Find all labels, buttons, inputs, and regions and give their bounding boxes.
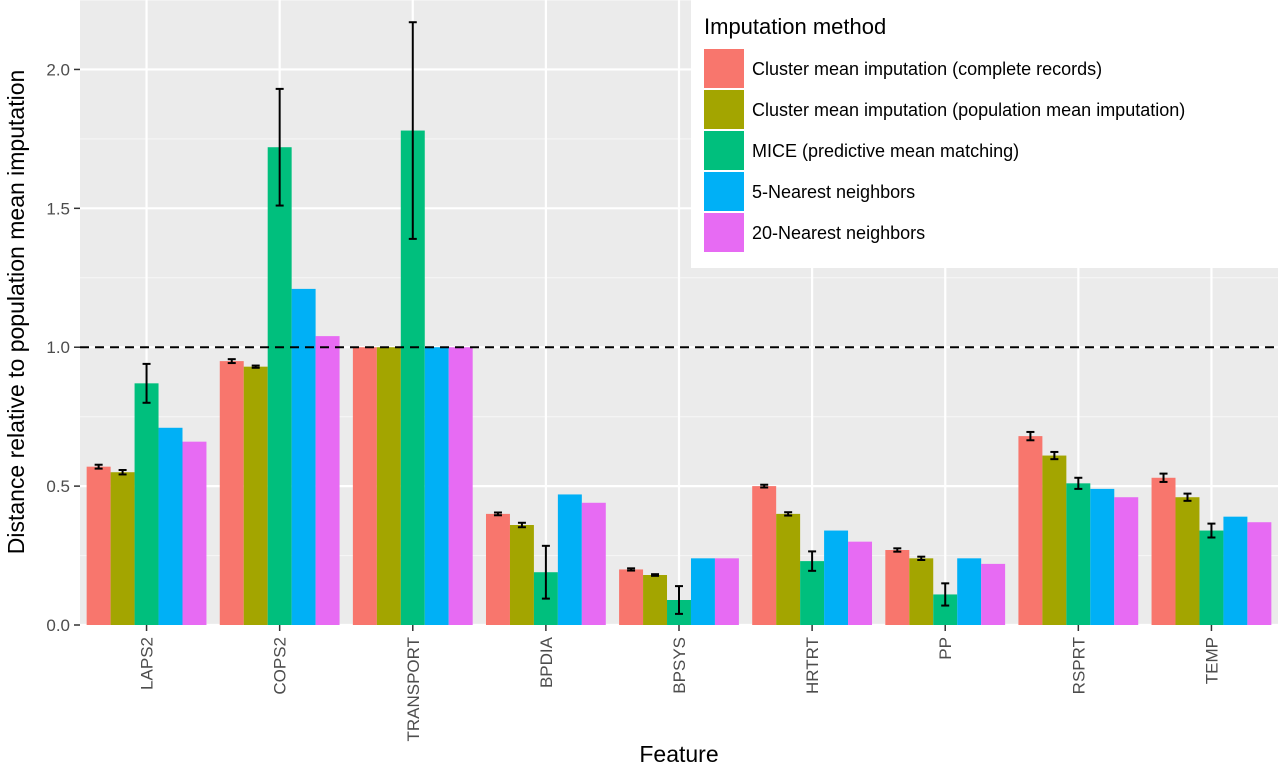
bar: [376, 347, 401, 625]
x-tick-label: BPDIA: [537, 636, 556, 688]
bar: [690, 558, 715, 625]
legend-title: Imputation method: [704, 14, 886, 39]
bar: [1175, 497, 1200, 625]
bar: [1066, 483, 1091, 625]
bar: [267, 147, 292, 625]
bar: [509, 525, 534, 625]
bar: [848, 541, 873, 625]
legend-swatch: [704, 131, 744, 170]
x-tick-label: TEMP: [1202, 637, 1221, 684]
y-tick-label: 1.0: [46, 338, 70, 357]
x-axis-label: Feature: [639, 741, 718, 767]
bar: [315, 336, 340, 625]
x-tick-label: LAPS2: [138, 637, 157, 690]
bar: [933, 594, 958, 625]
legend-swatch: [704, 172, 744, 211]
y-tick-label: 0.0: [46, 616, 70, 635]
bar: [981, 563, 1006, 625]
x-tick-label: COPS2: [271, 637, 290, 695]
bar: [485, 513, 510, 625]
bar: [424, 347, 449, 625]
legend-label: 20-Nearest neighbors: [752, 223, 925, 243]
bar: [1090, 488, 1115, 625]
bar: [1018, 436, 1043, 625]
legend-label: Cluster mean imputation (complete record…: [752, 59, 1102, 79]
bar: [714, 558, 739, 625]
legend-background: [691, 0, 1280, 268]
bar: [182, 441, 207, 625]
bar: [557, 494, 582, 625]
bar: [619, 569, 644, 625]
x-tick-label: RSPRT: [1069, 637, 1088, 694]
bar: [219, 361, 244, 625]
bar: [1199, 530, 1224, 625]
bars: [86, 130, 1272, 626]
bar: [134, 383, 159, 625]
error-bars: [94, 21, 1216, 615]
bar: [1042, 455, 1067, 625]
bar: [581, 502, 606, 625]
bar: [158, 427, 183, 625]
legend-swatch: [704, 213, 744, 252]
bar: [110, 472, 135, 625]
bar: [448, 347, 473, 625]
legend-swatch: [704, 90, 744, 129]
bar: [643, 575, 668, 625]
bar: [291, 288, 316, 625]
legend-swatch: [704, 49, 744, 88]
x-tick-label: BPSYS: [670, 637, 689, 694]
bar: [352, 347, 377, 625]
bar: [1247, 522, 1272, 625]
x-axis: LAPS2 COPS2 TRANSPORT BPDIA BPSYS HRTRT PP RSPR…: [138, 625, 1221, 742]
y-tick-label: 2.0: [46, 60, 70, 79]
bar: [243, 366, 268, 625]
bar: [400, 130, 425, 626]
bar: [752, 486, 777, 625]
y-axis: 0.0 0.5 1.0 1.5 2.0: [46, 60, 80, 635]
bar: [1151, 477, 1176, 625]
bar: [909, 558, 934, 625]
bar: [1114, 497, 1139, 625]
legend-label: 5-Nearest neighbors: [752, 182, 915, 202]
bar: [800, 561, 825, 625]
bar: [776, 513, 801, 625]
y-tick-label: 0.5: [46, 477, 70, 496]
legend-items: Cluster mean imputation (complete record…: [704, 49, 1185, 252]
x-tick-label: HRTRT: [803, 637, 822, 694]
legend-label: Cluster mean imputation (population mean…: [752, 100, 1185, 120]
bar: [957, 558, 982, 625]
bar: [1223, 516, 1248, 625]
y-axis-label: Distance relative to population mean imp…: [3, 70, 29, 555]
bar: [885, 550, 910, 625]
x-tick-label: TRANSPORT: [404, 637, 423, 742]
legend: Imputation method Cluster mean imputatio…: [691, 0, 1280, 268]
x-tick-label: PP: [936, 637, 955, 660]
bar: [86, 466, 111, 625]
bar: [824, 530, 849, 625]
legend-label: MICE (predictive mean matching): [752, 141, 1019, 161]
y-tick-label: 1.5: [46, 199, 70, 218]
